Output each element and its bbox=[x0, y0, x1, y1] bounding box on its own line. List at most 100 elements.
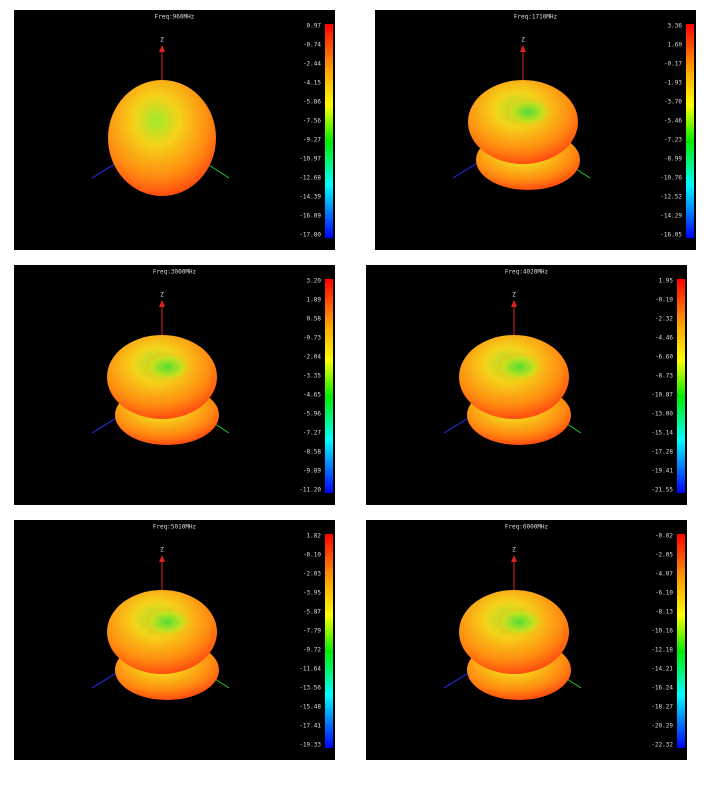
scale-label: -2.05 bbox=[655, 552, 673, 559]
scale-label: -7.27 bbox=[303, 430, 321, 437]
pattern-panel: Freq:5010MHz 1.82 -0.10 -2.03 -3.95 -5.87 -7.7… bbox=[14, 520, 335, 760]
scale-label: -5.87 bbox=[303, 609, 321, 616]
scale-label: -6.10 bbox=[655, 590, 673, 597]
scale-label: -1.93 bbox=[664, 80, 682, 87]
scale-label: -7.56 bbox=[303, 118, 321, 125]
scale-label: -9.27 bbox=[303, 137, 321, 144]
scale-label: -9.72 bbox=[303, 647, 321, 654]
scale-label: -14.29 bbox=[660, 213, 682, 220]
z-arrow bbox=[520, 45, 526, 52]
scale-label: -7.79 bbox=[303, 628, 321, 635]
color-bar bbox=[325, 24, 333, 238]
scale-label: 3.20 bbox=[307, 278, 322, 285]
color-bar bbox=[325, 279, 333, 493]
scale-label: -3.70 bbox=[664, 99, 682, 106]
z-label: Z bbox=[512, 292, 516, 299]
pattern-dish bbox=[141, 606, 193, 638]
scale-label: -8.99 bbox=[664, 156, 682, 163]
scale-label: -3.95 bbox=[303, 590, 321, 597]
color-bar bbox=[677, 534, 685, 748]
pattern-body bbox=[108, 80, 216, 196]
scale-label: -17.28 bbox=[651, 449, 673, 456]
color-bar bbox=[325, 534, 333, 748]
scale-label: 1.95 bbox=[659, 278, 674, 285]
z-label: Z bbox=[160, 37, 164, 44]
scale-label: -17.41 bbox=[299, 723, 321, 730]
scale-label: -11.64 bbox=[299, 666, 321, 673]
scale-label: -4.46 bbox=[655, 335, 673, 342]
pattern-panel: Freq:3000MHz 3.20 1.89 0.58 -0.73 -2.04 -3.35 -… bbox=[14, 265, 335, 505]
scale-label: -14.39 bbox=[299, 194, 321, 201]
panel-title: Freq:3000MHz bbox=[153, 269, 197, 276]
z-arrow bbox=[511, 555, 517, 562]
scale-label: -12.18 bbox=[651, 647, 673, 654]
scale-label: -15.48 bbox=[299, 704, 321, 711]
scale-label: -6.60 bbox=[655, 354, 673, 361]
z-arrow bbox=[511, 300, 517, 307]
scale-label: -21.55 bbox=[651, 487, 673, 494]
pattern-dish bbox=[493, 351, 545, 383]
scale-label: -10.87 bbox=[651, 392, 673, 399]
panel-title: Freq:5010MHz bbox=[153, 524, 197, 531]
scale-label: -10.97 bbox=[299, 156, 321, 163]
scale-label: -5.86 bbox=[303, 99, 321, 106]
scale-label: -8.73 bbox=[655, 373, 673, 380]
scale-label: -13.56 bbox=[299, 685, 321, 692]
scale-label: -0.19 bbox=[655, 297, 673, 304]
scale-label: -0.02 bbox=[655, 533, 673, 540]
z-arrow bbox=[159, 300, 165, 307]
scale-label: -2.04 bbox=[303, 354, 321, 361]
scale-label: -9.89 bbox=[303, 468, 321, 475]
scale-label: -15.14 bbox=[651, 430, 673, 437]
pattern-dish bbox=[502, 96, 554, 128]
scale-label: -2.44 bbox=[303, 61, 321, 68]
scale-label: -13.00 bbox=[651, 411, 673, 418]
z-label: Z bbox=[512, 547, 516, 554]
scale-label: -4.15 bbox=[303, 80, 321, 87]
scale-label: -4.07 bbox=[655, 571, 673, 578]
panel-title: Freq:6000MHz bbox=[505, 524, 549, 531]
z-label: Z bbox=[160, 547, 164, 554]
panel-title: Freq:960MHz bbox=[155, 14, 195, 21]
scale-label: 0.97 bbox=[307, 23, 322, 30]
scale-label: -0.74 bbox=[303, 42, 321, 49]
scale-label: -19.41 bbox=[651, 468, 673, 475]
scale-label: -0.10 bbox=[303, 552, 321, 559]
scale-label: -10.16 bbox=[651, 628, 673, 635]
scale-label: -12.52 bbox=[660, 194, 682, 201]
color-bar bbox=[686, 24, 694, 238]
pattern-panel: Freq:960MHz 0.97 -0.74 -2.44 -4.15 -5.86 -7.56… bbox=[14, 10, 335, 250]
z-label: Z bbox=[521, 37, 525, 44]
scale-label: -3.35 bbox=[303, 373, 321, 380]
scale-label: -4.65 bbox=[303, 392, 321, 399]
scale-label: -5.96 bbox=[303, 411, 321, 418]
scale-label: -19.33 bbox=[299, 742, 321, 749]
scale-label: -0.17 bbox=[664, 61, 682, 68]
scale-label: -18.27 bbox=[651, 704, 673, 711]
panel-title: Freq:1710MHz bbox=[514, 14, 558, 21]
scale-label: -17.80 bbox=[299, 232, 321, 239]
scale-label: -11.20 bbox=[299, 487, 321, 494]
scale-label: -8.58 bbox=[303, 449, 321, 456]
scale-label: -2.32 bbox=[655, 316, 673, 323]
scale-label: -16.24 bbox=[651, 685, 673, 692]
scale-label: -16.05 bbox=[660, 232, 682, 239]
pattern-dish bbox=[141, 351, 193, 383]
scale-label: -7.23 bbox=[664, 137, 682, 144]
pattern-panel: Freq:6000MHz -0.02 -2.05 -4.07 -6.10 -8.13 -10… bbox=[366, 520, 687, 760]
pattern-dish bbox=[493, 606, 545, 638]
scale-label: -12.68 bbox=[299, 175, 321, 182]
scale-label: -16.09 bbox=[299, 213, 321, 220]
z-arrow bbox=[159, 45, 165, 52]
scale-label: 1.60 bbox=[668, 42, 683, 49]
scale-label: -20.29 bbox=[651, 723, 673, 730]
color-bar bbox=[677, 279, 685, 493]
scale-label: -10.76 bbox=[660, 175, 682, 182]
scale-label: -0.73 bbox=[303, 335, 321, 342]
scale-label: 0.58 bbox=[307, 316, 322, 323]
scale-label: 1.82 bbox=[307, 533, 322, 540]
scale-label: -22.32 bbox=[651, 742, 673, 749]
scale-label: -14.21 bbox=[651, 666, 673, 673]
